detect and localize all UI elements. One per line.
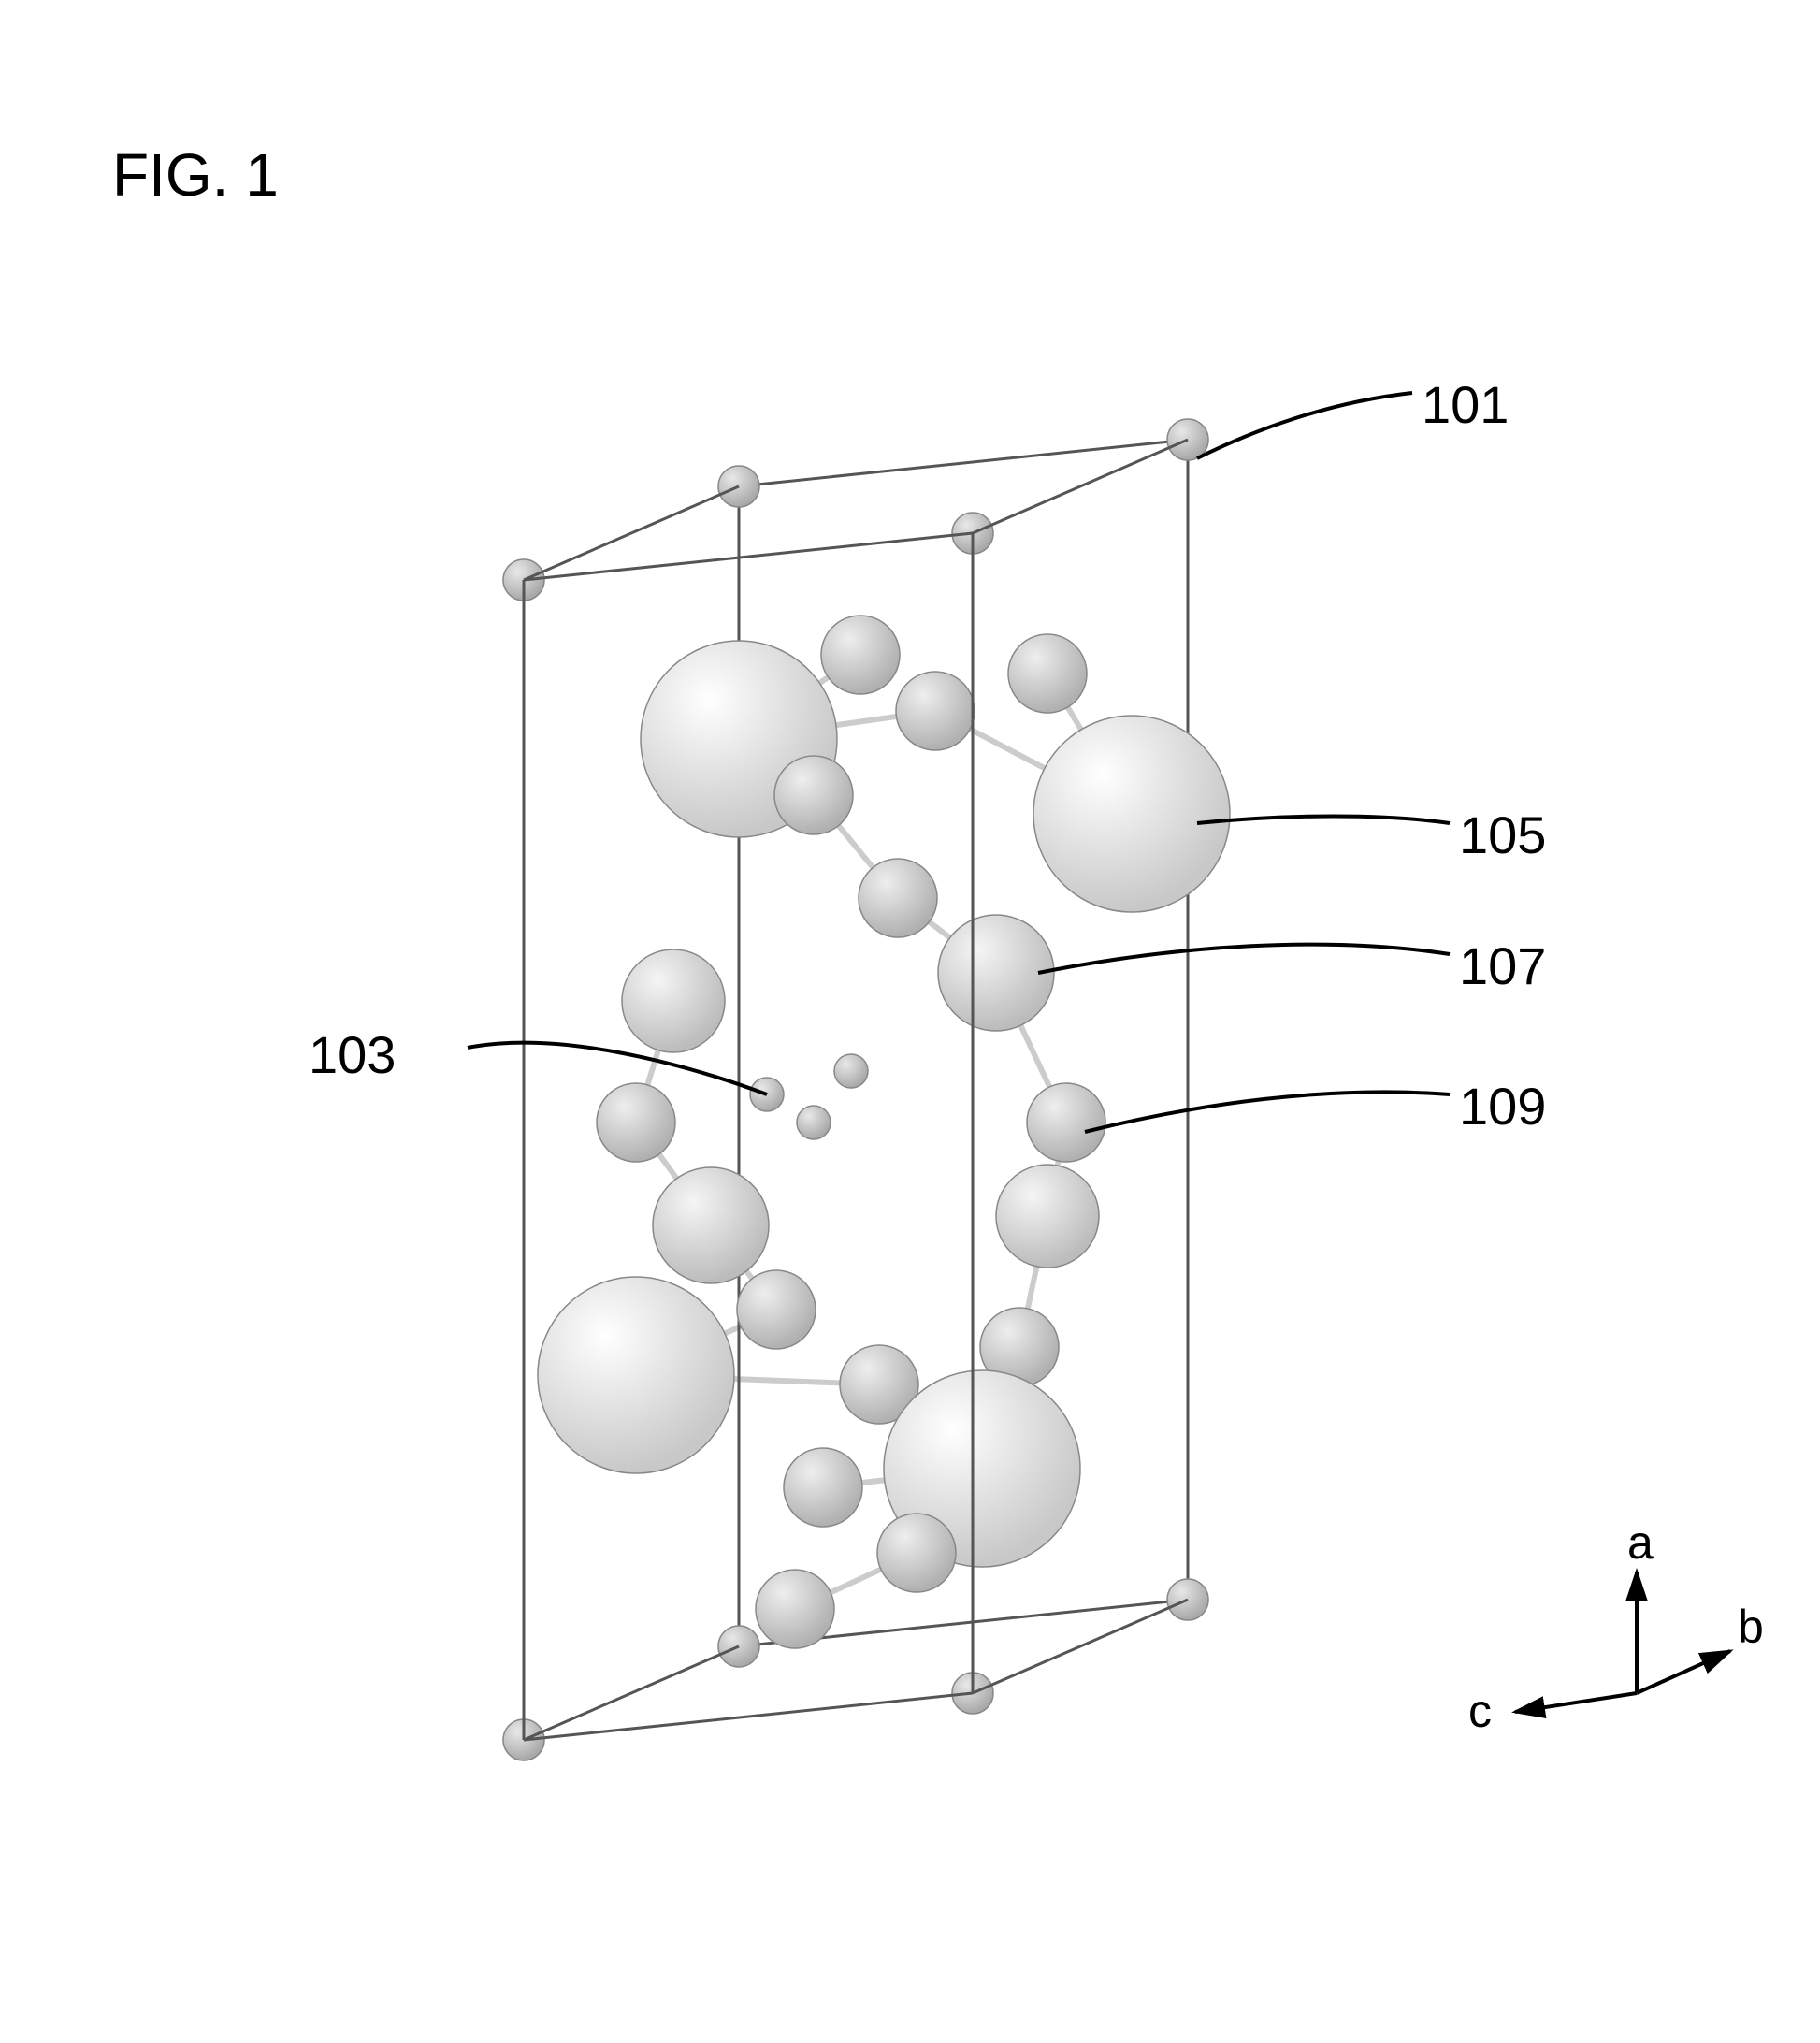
axis-b-label: b	[1738, 1600, 1764, 1654]
leader-lines	[468, 393, 1450, 1132]
label-109: 109	[1459, 1076, 1546, 1137]
axis-c-label: c	[1468, 1684, 1492, 1738]
label-105: 105	[1459, 804, 1546, 865]
label-103: 103	[309, 1024, 396, 1085]
atoms-group	[503, 419, 1230, 1760]
label-101: 101	[1422, 374, 1509, 435]
crystal-structure-diagram	[0, 0, 1820, 2043]
coordinate-axes	[1515, 1572, 1730, 1712]
axis-a-label: a	[1627, 1515, 1654, 1570]
label-107: 107	[1459, 935, 1546, 996]
